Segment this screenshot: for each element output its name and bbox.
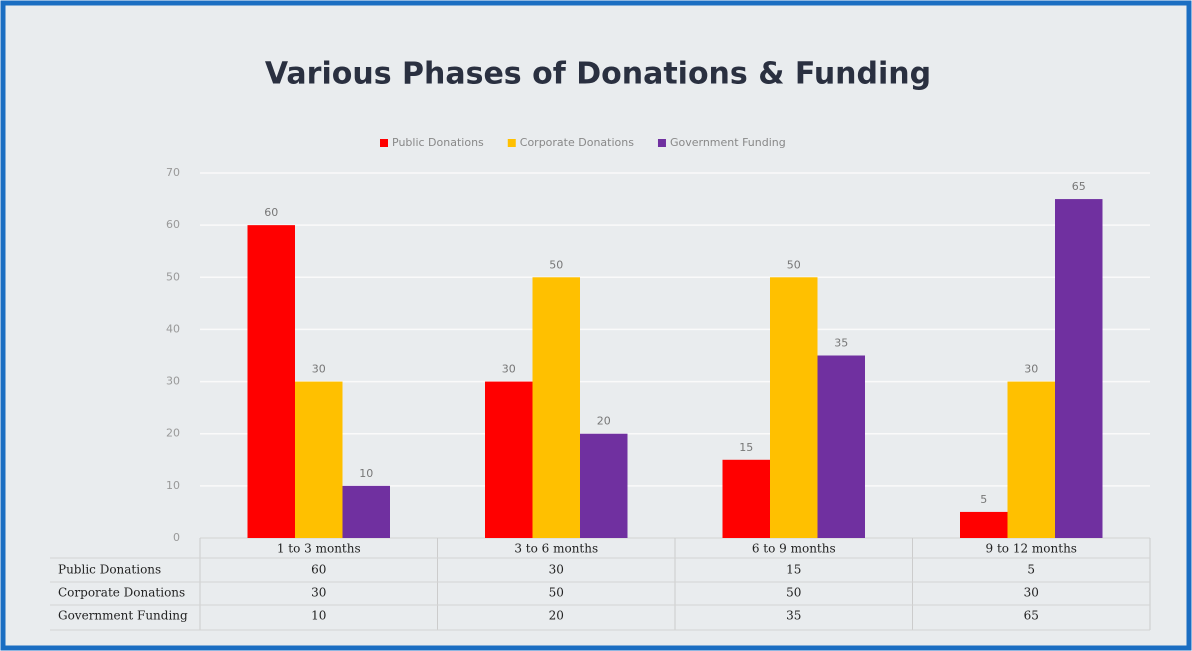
y-tick-label: 60 xyxy=(166,218,180,231)
y-tick-label: 10 xyxy=(166,479,180,492)
bar xyxy=(1007,381,1055,538)
table-cell: 20 xyxy=(549,609,564,623)
table-cell: 50 xyxy=(786,586,801,600)
table-cell: 30 xyxy=(311,586,326,600)
table-cell: 30 xyxy=(1024,586,1039,600)
data-label: 5 xyxy=(980,493,987,506)
bar xyxy=(342,485,390,538)
bar xyxy=(532,277,580,538)
table-row-label: Corporate Donations xyxy=(58,586,185,600)
table-cell: 35 xyxy=(786,609,801,623)
data-label: 50 xyxy=(549,258,563,271)
data-label: 65 xyxy=(1072,180,1086,193)
bar xyxy=(247,225,295,538)
y-tick-label: 70 xyxy=(166,166,180,179)
table-cell: 50 xyxy=(549,586,564,600)
legend-swatch xyxy=(657,139,666,147)
y-tick-label: 40 xyxy=(166,322,180,335)
data-label: 30 xyxy=(1024,363,1038,376)
data-label: 30 xyxy=(312,363,326,376)
bar xyxy=(1055,199,1103,539)
y-tick-label: 0 xyxy=(173,531,180,544)
table-cell: 65 xyxy=(1024,609,1039,623)
data-label: 10 xyxy=(359,467,373,480)
data-label: 35 xyxy=(834,337,848,350)
data-label: 50 xyxy=(787,258,801,271)
table-row-label: Public Donations xyxy=(58,563,161,577)
bar xyxy=(295,381,343,538)
legend-swatch xyxy=(507,139,516,147)
x-tick-label: 1 to 3 months xyxy=(277,542,361,556)
bar xyxy=(817,355,865,538)
data-label: 30 xyxy=(502,363,516,376)
legend-label: Public Donations xyxy=(392,136,484,149)
legend-label: Corporate Donations xyxy=(520,136,634,149)
bar xyxy=(960,511,1008,538)
y-tick-label: 30 xyxy=(166,375,180,388)
x-tick-label: 9 to 12 months xyxy=(986,542,1077,556)
data-label: 20 xyxy=(597,415,611,428)
y-tick-label: 50 xyxy=(166,270,180,283)
chart-title: Various Phases of Donations & Funding xyxy=(265,57,931,92)
table-row-label: Government Funding xyxy=(58,609,188,623)
bar xyxy=(722,459,770,538)
table-cell: 30 xyxy=(549,563,564,577)
bar xyxy=(485,381,533,538)
bar xyxy=(580,433,628,538)
x-tick-label: 6 to 9 months xyxy=(752,542,836,556)
table-cell: 15 xyxy=(786,563,801,577)
table-cell: 60 xyxy=(311,563,326,577)
legend-swatch xyxy=(380,139,388,147)
x-tick-label: 3 to 6 months xyxy=(514,542,598,556)
y-tick-label: 20 xyxy=(166,427,180,440)
data-label: 60 xyxy=(264,206,278,219)
data-label: 15 xyxy=(739,441,753,454)
table-cell: 5 xyxy=(1027,563,1035,577)
table-cell: 10 xyxy=(311,609,326,623)
legend-label: Government Funding xyxy=(670,136,786,149)
bar xyxy=(770,277,818,538)
